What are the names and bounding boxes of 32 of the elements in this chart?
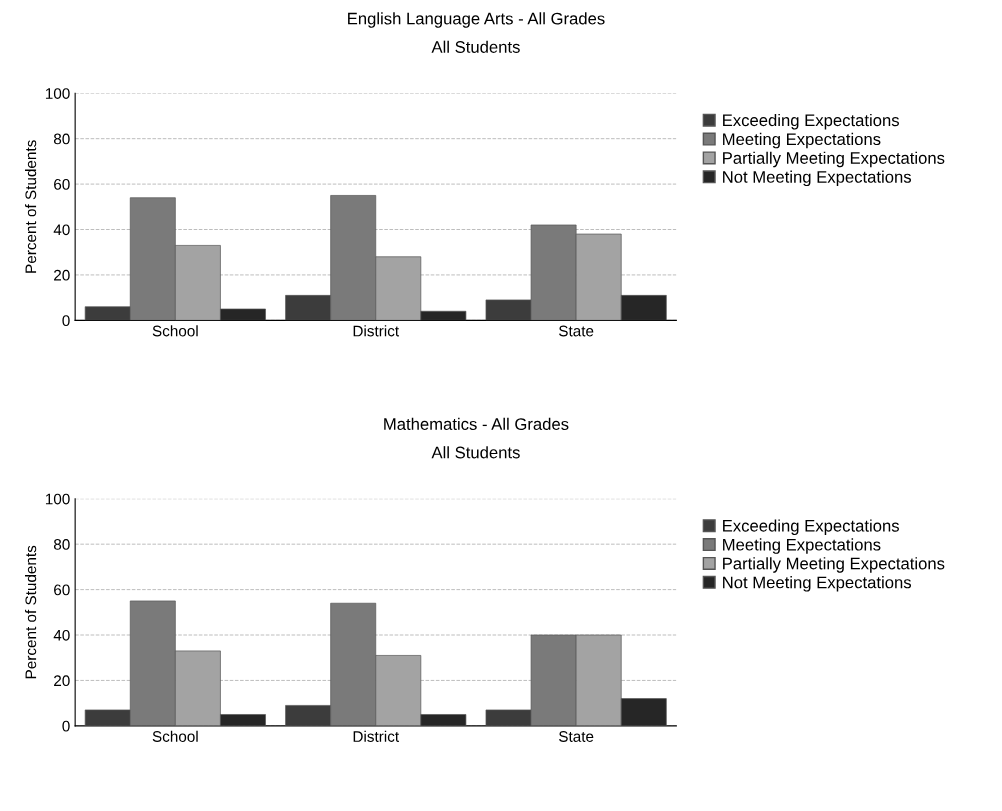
y-tick-label: 80 xyxy=(53,539,70,550)
x-tick-label: School xyxy=(152,730,198,742)
legend-label: Not Meeting Expectations xyxy=(723,576,912,592)
x-tick-label: State xyxy=(559,731,594,742)
legend-label: Partially Meeting Expectations xyxy=(723,557,945,573)
chart-subtitle: All Students xyxy=(431,40,520,53)
y-axis-title: Percent of Students xyxy=(25,545,37,679)
chart-subtitle: All Students xyxy=(431,446,520,459)
y-tick-label: 40 xyxy=(53,629,70,641)
chart-title: Mathematics - All Grades xyxy=(384,417,569,430)
legend-label: Exceeding Expectations xyxy=(723,519,899,535)
chart-title: English Language Arts - All Grades xyxy=(348,12,605,28)
y-tick-label: 60 xyxy=(54,178,70,190)
y-tick-label: 100 xyxy=(45,88,70,99)
y-tick-label: 0 xyxy=(62,720,70,732)
y-tick-label: 0 xyxy=(62,315,70,327)
legend-label: Not Meeting Expectations xyxy=(723,170,912,187)
x-tick-label: District xyxy=(353,325,399,337)
legend-label: Exceeding Expectations xyxy=(723,113,899,130)
y-axis-title: Percent of Students xyxy=(25,140,37,273)
y-tick-label: 80 xyxy=(53,133,70,145)
legend-label: Partially Meeting Expectations xyxy=(723,151,945,168)
y-tick-label: 40 xyxy=(53,224,70,236)
x-tick-label: School xyxy=(152,325,198,337)
legend-label: Meeting Expectations xyxy=(723,132,881,149)
y-tick-label: 20 xyxy=(54,675,70,687)
x-tick-label: State xyxy=(559,325,594,337)
y-tick-label: 60 xyxy=(54,584,70,596)
y-tick-label: 20 xyxy=(54,269,70,281)
y-tick-label: 100 xyxy=(45,493,70,505)
x-tick-label: District xyxy=(353,730,399,742)
legend-label: Meeting Expectations xyxy=(723,538,881,554)
